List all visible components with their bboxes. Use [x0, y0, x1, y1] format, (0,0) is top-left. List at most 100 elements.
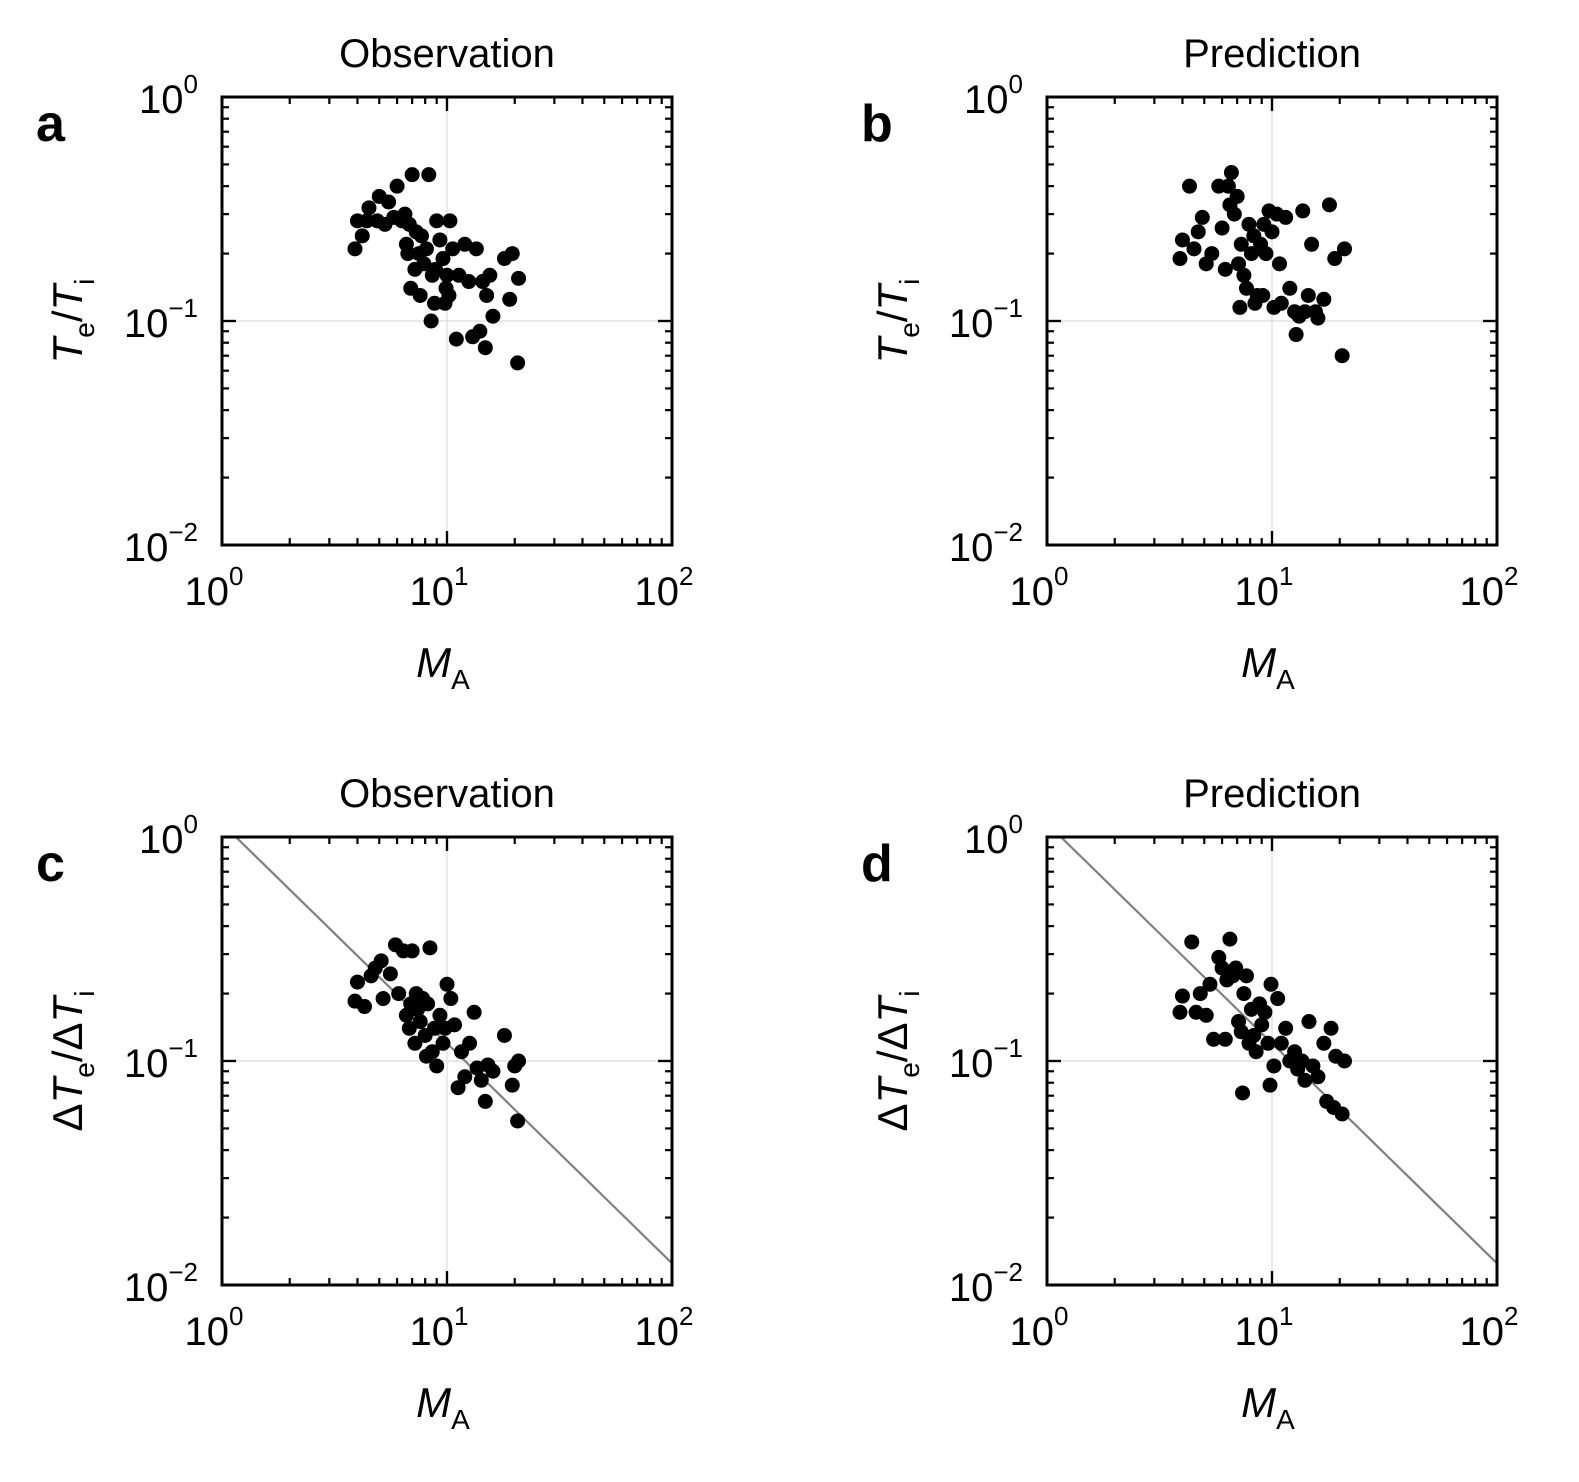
- tick-base: 10: [949, 1266, 994, 1310]
- data-point: [398, 1007, 414, 1023]
- data-point: [1301, 1014, 1317, 1030]
- data-point: [389, 178, 405, 194]
- tick-exponent: 0: [1009, 809, 1023, 839]
- y-axis-label-part: e: [894, 1062, 925, 1078]
- y-axis-label-part: T: [44, 1074, 91, 1103]
- data-point: [1270, 991, 1286, 1007]
- data-point: [407, 261, 423, 277]
- y-axis-label-part: e: [69, 1062, 100, 1078]
- tick-exponent: 1: [1279, 1301, 1293, 1331]
- x-tick-label: 102: [635, 1301, 694, 1354]
- tick-exponent: 2: [679, 561, 693, 591]
- data-point: [400, 246, 416, 262]
- x-axis-label: MA: [416, 1379, 470, 1435]
- data-point: [349, 974, 365, 990]
- x-tick-label: 102: [635, 561, 694, 614]
- data-point: [401, 1020, 417, 1036]
- x-axis-label-sub: A: [451, 664, 470, 695]
- tick-exponent: 0: [1054, 1301, 1068, 1331]
- data-point: [1206, 1031, 1222, 1047]
- x-axis-label-main: M: [1241, 1379, 1276, 1426]
- data-point: [1266, 1058, 1282, 1074]
- data-point: [1236, 267, 1252, 283]
- tick-exponent: 2: [679, 1301, 693, 1331]
- data-point: [1258, 246, 1274, 262]
- x-axis-label-sub: A: [1276, 1404, 1295, 1435]
- data-point: [1255, 287, 1271, 303]
- y-tick-label: 100: [964, 809, 1023, 862]
- y-axis-label-part: /Δ: [44, 1022, 91, 1062]
- tick-base: 10: [410, 1310, 455, 1354]
- data-point: [511, 1053, 527, 1069]
- data-point: [439, 976, 455, 992]
- tick-exponent: −1: [993, 293, 1023, 323]
- panel-title: Observation: [339, 32, 555, 76]
- tick-base: 10: [1460, 570, 1505, 614]
- data-point: [1334, 1106, 1350, 1122]
- data-point: [361, 200, 377, 216]
- tick-base: 10: [1235, 1310, 1280, 1354]
- data-point: [403, 280, 419, 296]
- x-tick-label: 101: [410, 561, 469, 614]
- x-axis-label: MA: [1241, 639, 1295, 695]
- tick-exponent: 0: [1009, 69, 1023, 99]
- tick-base: 10: [185, 1310, 230, 1354]
- y-axis-label: Te/Ti: [869, 279, 925, 364]
- y-axis-label-part: /: [869, 310, 916, 322]
- data-point: [373, 953, 389, 969]
- y-tick-label: 10−2: [949, 1257, 1023, 1310]
- data-point: [1264, 224, 1280, 240]
- data-point: [466, 1004, 482, 1020]
- plot-frame: [1045, 835, 1499, 1287]
- data-point: [511, 270, 527, 286]
- data-point: [461, 274, 477, 290]
- panel-label: d: [861, 835, 893, 893]
- tick-exponent: −2: [168, 517, 198, 547]
- x-axis-label: MA: [1241, 1379, 1295, 1435]
- data-point: [1310, 1069, 1326, 1085]
- data-point: [1186, 241, 1202, 257]
- tick-base: 10: [964, 818, 1009, 862]
- data-point: [432, 232, 448, 248]
- panel-label: b: [861, 95, 893, 153]
- x-axis-label-main: M: [416, 1379, 451, 1426]
- y-tick-label: 100: [964, 69, 1023, 122]
- data-point: [502, 291, 518, 307]
- data-point: [422, 940, 438, 956]
- tick-exponent: −1: [168, 293, 198, 323]
- data-points: [1172, 165, 1352, 364]
- data-point: [428, 261, 444, 277]
- data-point: [468, 241, 484, 257]
- tick-base: 10: [185, 570, 230, 614]
- data-points: [347, 167, 527, 371]
- tick-base: 10: [635, 1310, 680, 1354]
- data-point: [510, 1113, 526, 1129]
- tick-base: 10: [1010, 570, 1055, 614]
- data-point: [1204, 246, 1220, 262]
- panel-label: c: [36, 835, 65, 893]
- data-point: [1233, 236, 1249, 252]
- y-axis-label-part: /Δ: [869, 1022, 916, 1062]
- tick-exponent: 0: [1054, 561, 1068, 591]
- data-point: [420, 996, 436, 1012]
- panel-title: Observation: [339, 772, 555, 816]
- data-point: [504, 1077, 520, 1093]
- data-point: [1238, 280, 1254, 296]
- x-tick-label: 101: [1235, 1301, 1294, 1354]
- tick-exponent: −1: [168, 1033, 198, 1063]
- plot-frame: [220, 95, 674, 547]
- x-tick-label: 100: [1010, 1301, 1069, 1354]
- data-point: [1257, 1004, 1273, 1020]
- tick-base: 10: [124, 1266, 169, 1310]
- tick-exponent: 0: [229, 561, 243, 591]
- y-tick-label: 100: [139, 809, 198, 862]
- y-axis-label-part: i: [894, 279, 925, 285]
- data-point: [1273, 295, 1289, 311]
- x-tick-label: 101: [1235, 561, 1294, 614]
- data-point: [1246, 1027, 1262, 1043]
- data-point: [1262, 1077, 1278, 1093]
- data-point: [429, 1058, 445, 1074]
- data-point: [1172, 251, 1188, 267]
- data-point: [391, 986, 407, 1002]
